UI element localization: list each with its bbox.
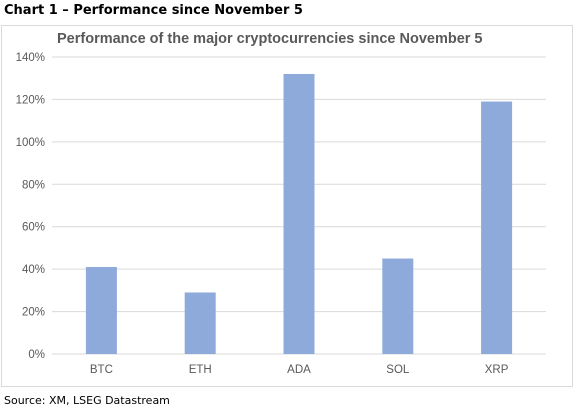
y-tick-label: 40% [22, 264, 45, 276]
y-tick-label: 80% [22, 179, 45, 191]
x-tick-label: ADA [287, 364, 311, 376]
y-tick-label: 140% [16, 52, 45, 64]
bar-sol [382, 258, 414, 354]
x-tick-label: SOL [386, 364, 410, 376]
bar-xrp [481, 101, 513, 354]
x-tick-label: ETH [189, 364, 212, 376]
y-tick-label: 100% [16, 137, 45, 149]
bar-btc [85, 267, 117, 354]
figure-heading: Chart 1 – Performance since November 5 [4, 3, 303, 18]
y-tick-label: 0% [28, 349, 45, 361]
source-note: Source: XM, LSEG Datastream [4, 394, 170, 407]
bar-ada [283, 73, 315, 354]
bar-eth [184, 292, 216, 354]
y-tick-label: 20% [22, 307, 45, 319]
y-tick-label: 120% [16, 94, 45, 106]
x-tick-label: XRP [485, 364, 509, 376]
chart-frame [1, 25, 573, 387]
chart-title: Performance of the major cryptocurrencie… [57, 31, 483, 47]
x-tick-label: BTC [90, 364, 113, 376]
y-tick-label: 60% [22, 222, 45, 234]
